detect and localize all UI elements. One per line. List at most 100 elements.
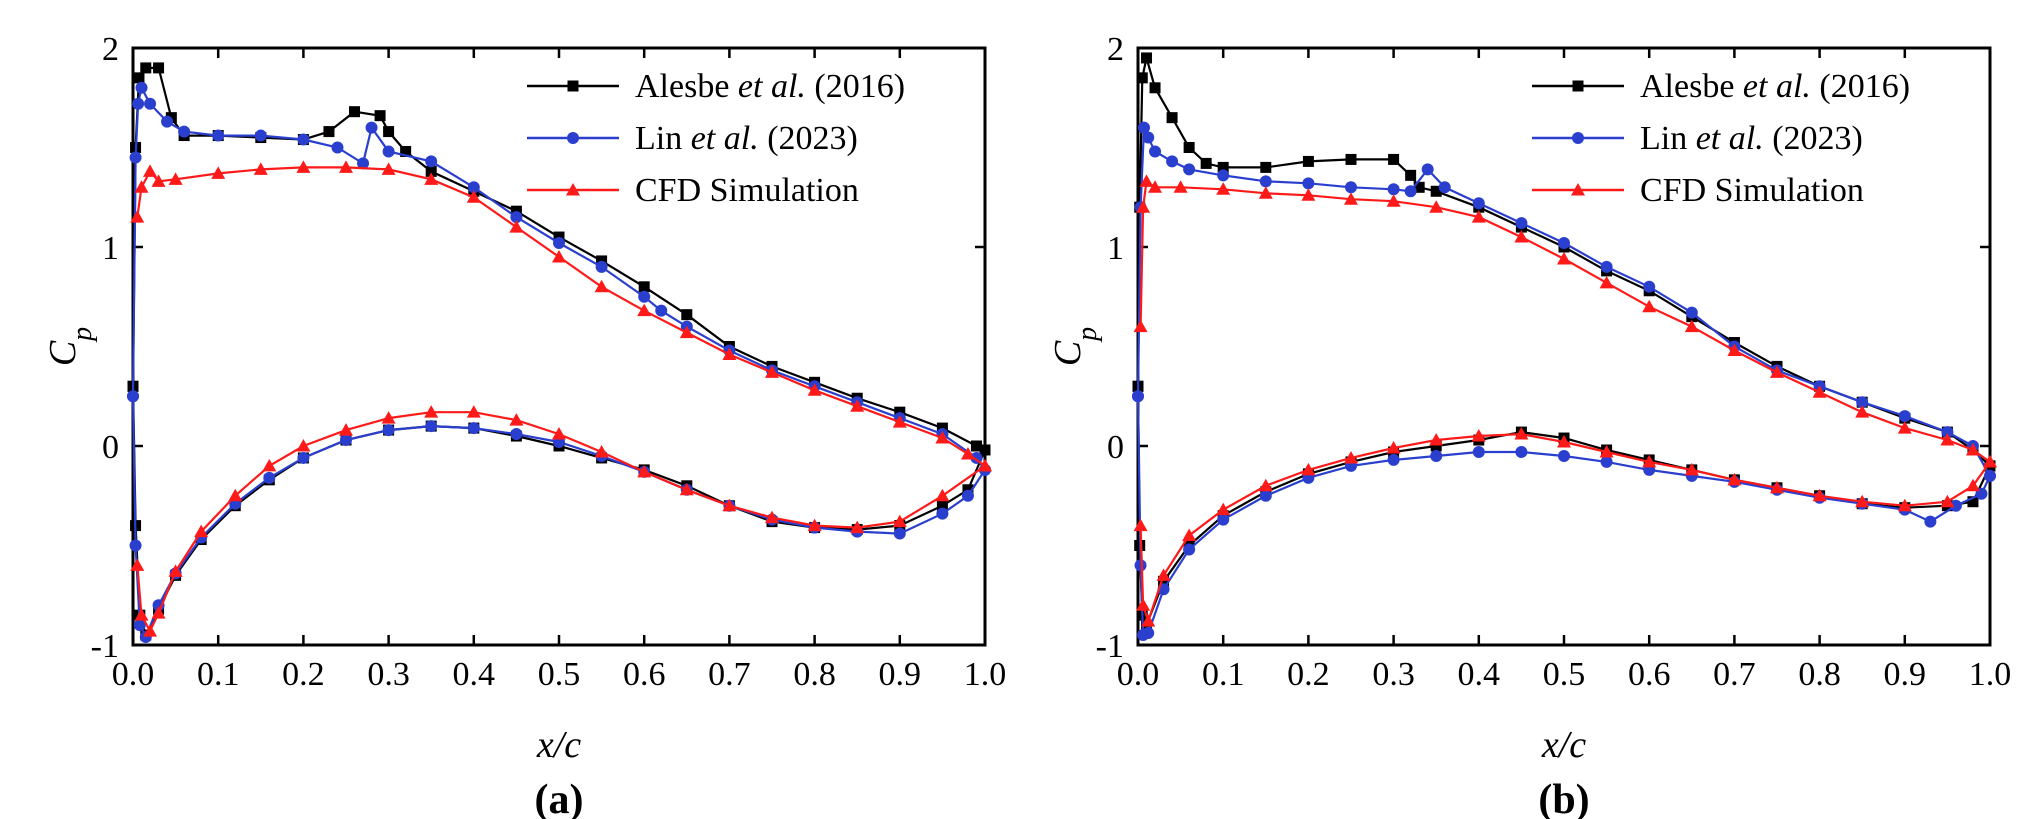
data-point-square bbox=[153, 62, 165, 74]
data-point-square bbox=[133, 72, 145, 84]
data-point-triangle bbox=[1897, 498, 1912, 512]
x-tick-label: 0.6 bbox=[623, 656, 666, 693]
data-point-triangle bbox=[296, 160, 311, 173]
legend-marker-triangle bbox=[566, 183, 580, 196]
data-point-square bbox=[1388, 153, 1400, 165]
series-circle bbox=[1132, 121, 1996, 642]
data-point-square bbox=[1405, 169, 1417, 181]
x-tick-label: 0.8 bbox=[793, 656, 836, 693]
data-point-circle bbox=[936, 507, 949, 520]
data-point-triangle bbox=[1344, 450, 1358, 464]
y-tick-label: 2 bbox=[102, 31, 119, 68]
data-point-triangle bbox=[1940, 433, 1955, 446]
data-point-circle bbox=[129, 151, 142, 164]
legend-marker-square bbox=[1572, 80, 1584, 92]
data-point-circle bbox=[1600, 260, 1613, 273]
data-point-triangle bbox=[1258, 186, 1273, 199]
y-tick-label: -1 bbox=[91, 628, 119, 665]
y-tick-label: 2 bbox=[1107, 31, 1124, 68]
data-point-triangle bbox=[1301, 188, 1316, 201]
y-axis-title: Cp bbox=[1047, 327, 1103, 366]
data-point-triangle bbox=[1182, 528, 1197, 542]
data-point-circle bbox=[1142, 627, 1155, 640]
data-point-circle bbox=[1217, 513, 1230, 526]
data-point-circle bbox=[425, 420, 438, 433]
x-tick-label: 0.9 bbox=[879, 656, 922, 693]
data-point-circle bbox=[331, 141, 344, 154]
data-point-circle bbox=[129, 539, 142, 552]
data-point-triangle bbox=[253, 162, 268, 175]
data-point-triangle bbox=[1133, 319, 1148, 333]
data-point-triangle bbox=[168, 564, 183, 577]
data-point-circle bbox=[1856, 396, 1869, 409]
data-point-square bbox=[681, 309, 693, 321]
x-tick-label: 0.5 bbox=[538, 656, 581, 693]
data-point-triangle bbox=[143, 164, 158, 177]
data-point-triangle bbox=[1727, 343, 1742, 356]
series-line-lower bbox=[131, 386, 987, 638]
data-point-triangle bbox=[1770, 480, 1784, 494]
data-point-circle bbox=[1137, 121, 1150, 134]
data-point-circle bbox=[1387, 183, 1400, 196]
data-point-circle bbox=[1183, 163, 1196, 176]
data-point-square bbox=[425, 165, 437, 177]
data-point-square bbox=[1430, 440, 1442, 452]
data-point-circle bbox=[1345, 181, 1357, 194]
data-point-triangle bbox=[679, 325, 694, 339]
data-point-triangle bbox=[594, 279, 609, 293]
data-point-triangle bbox=[1429, 200, 1444, 213]
data-point-square bbox=[374, 110, 386, 122]
data-point-triangle bbox=[594, 444, 609, 458]
data-point-circle bbox=[1515, 217, 1528, 230]
y-tick-label: -1 bbox=[1096, 628, 1124, 665]
data-point-circle bbox=[1132, 390, 1144, 403]
data-point-circle bbox=[1217, 169, 1230, 182]
legend-marker-square bbox=[567, 80, 579, 92]
data-point-circle bbox=[263, 471, 276, 484]
x-tick-label: 0.3 bbox=[1372, 656, 1415, 693]
data-point-triangle bbox=[1642, 454, 1657, 468]
data-point-circle bbox=[340, 434, 352, 447]
data-point-triangle bbox=[1965, 442, 1980, 456]
data-point-triangle bbox=[228, 488, 243, 502]
data-point-triangle bbox=[807, 518, 822, 532]
data-point-square bbox=[1967, 496, 1979, 508]
data-point-circle bbox=[382, 424, 395, 437]
data-point-circle bbox=[133, 619, 146, 632]
data-point-triangle bbox=[1156, 568, 1171, 581]
data-point-triangle bbox=[807, 383, 822, 396]
data-point-triangle bbox=[1684, 319, 1699, 333]
data-point-circle bbox=[1898, 410, 1911, 423]
data-point-circle bbox=[510, 211, 523, 224]
data-point-circle bbox=[127, 390, 139, 403]
data-point-square bbox=[1200, 157, 1212, 169]
data-point-square bbox=[1149, 82, 1161, 94]
data-point-circle bbox=[1259, 489, 1272, 502]
data-point-triangle bbox=[1557, 435, 1571, 448]
data-point-square bbox=[1183, 142, 1195, 153]
data-point-circle bbox=[357, 157, 370, 170]
data-point-triangle bbox=[1301, 462, 1316, 476]
data-point-circle bbox=[297, 451, 310, 464]
series-triangle bbox=[130, 160, 992, 637]
x-tick-label: 0.4 bbox=[453, 656, 496, 693]
data-point-circle bbox=[467, 422, 480, 435]
legend-label: CFD Simulation bbox=[1640, 172, 1864, 209]
data-point-triangle bbox=[466, 190, 481, 203]
data-point-square bbox=[1166, 112, 1178, 124]
x-tick-label: 0.7 bbox=[708, 656, 751, 693]
data-point-triangle bbox=[466, 405, 481, 418]
data-point-triangle bbox=[381, 162, 396, 175]
data-point-circle bbox=[1924, 515, 1937, 528]
data-point-square bbox=[1136, 72, 1148, 84]
data-point-circle bbox=[161, 115, 174, 128]
data-point-circle bbox=[1941, 426, 1954, 439]
x-tick-label: 0.4 bbox=[1458, 656, 1501, 693]
data-point-circle bbox=[254, 129, 267, 142]
panel-label: (b) bbox=[1538, 777, 1589, 819]
data-point-circle bbox=[655, 304, 668, 317]
data-point-square bbox=[1217, 161, 1229, 173]
data-point-circle bbox=[365, 121, 378, 134]
data-point-triangle bbox=[262, 458, 277, 472]
